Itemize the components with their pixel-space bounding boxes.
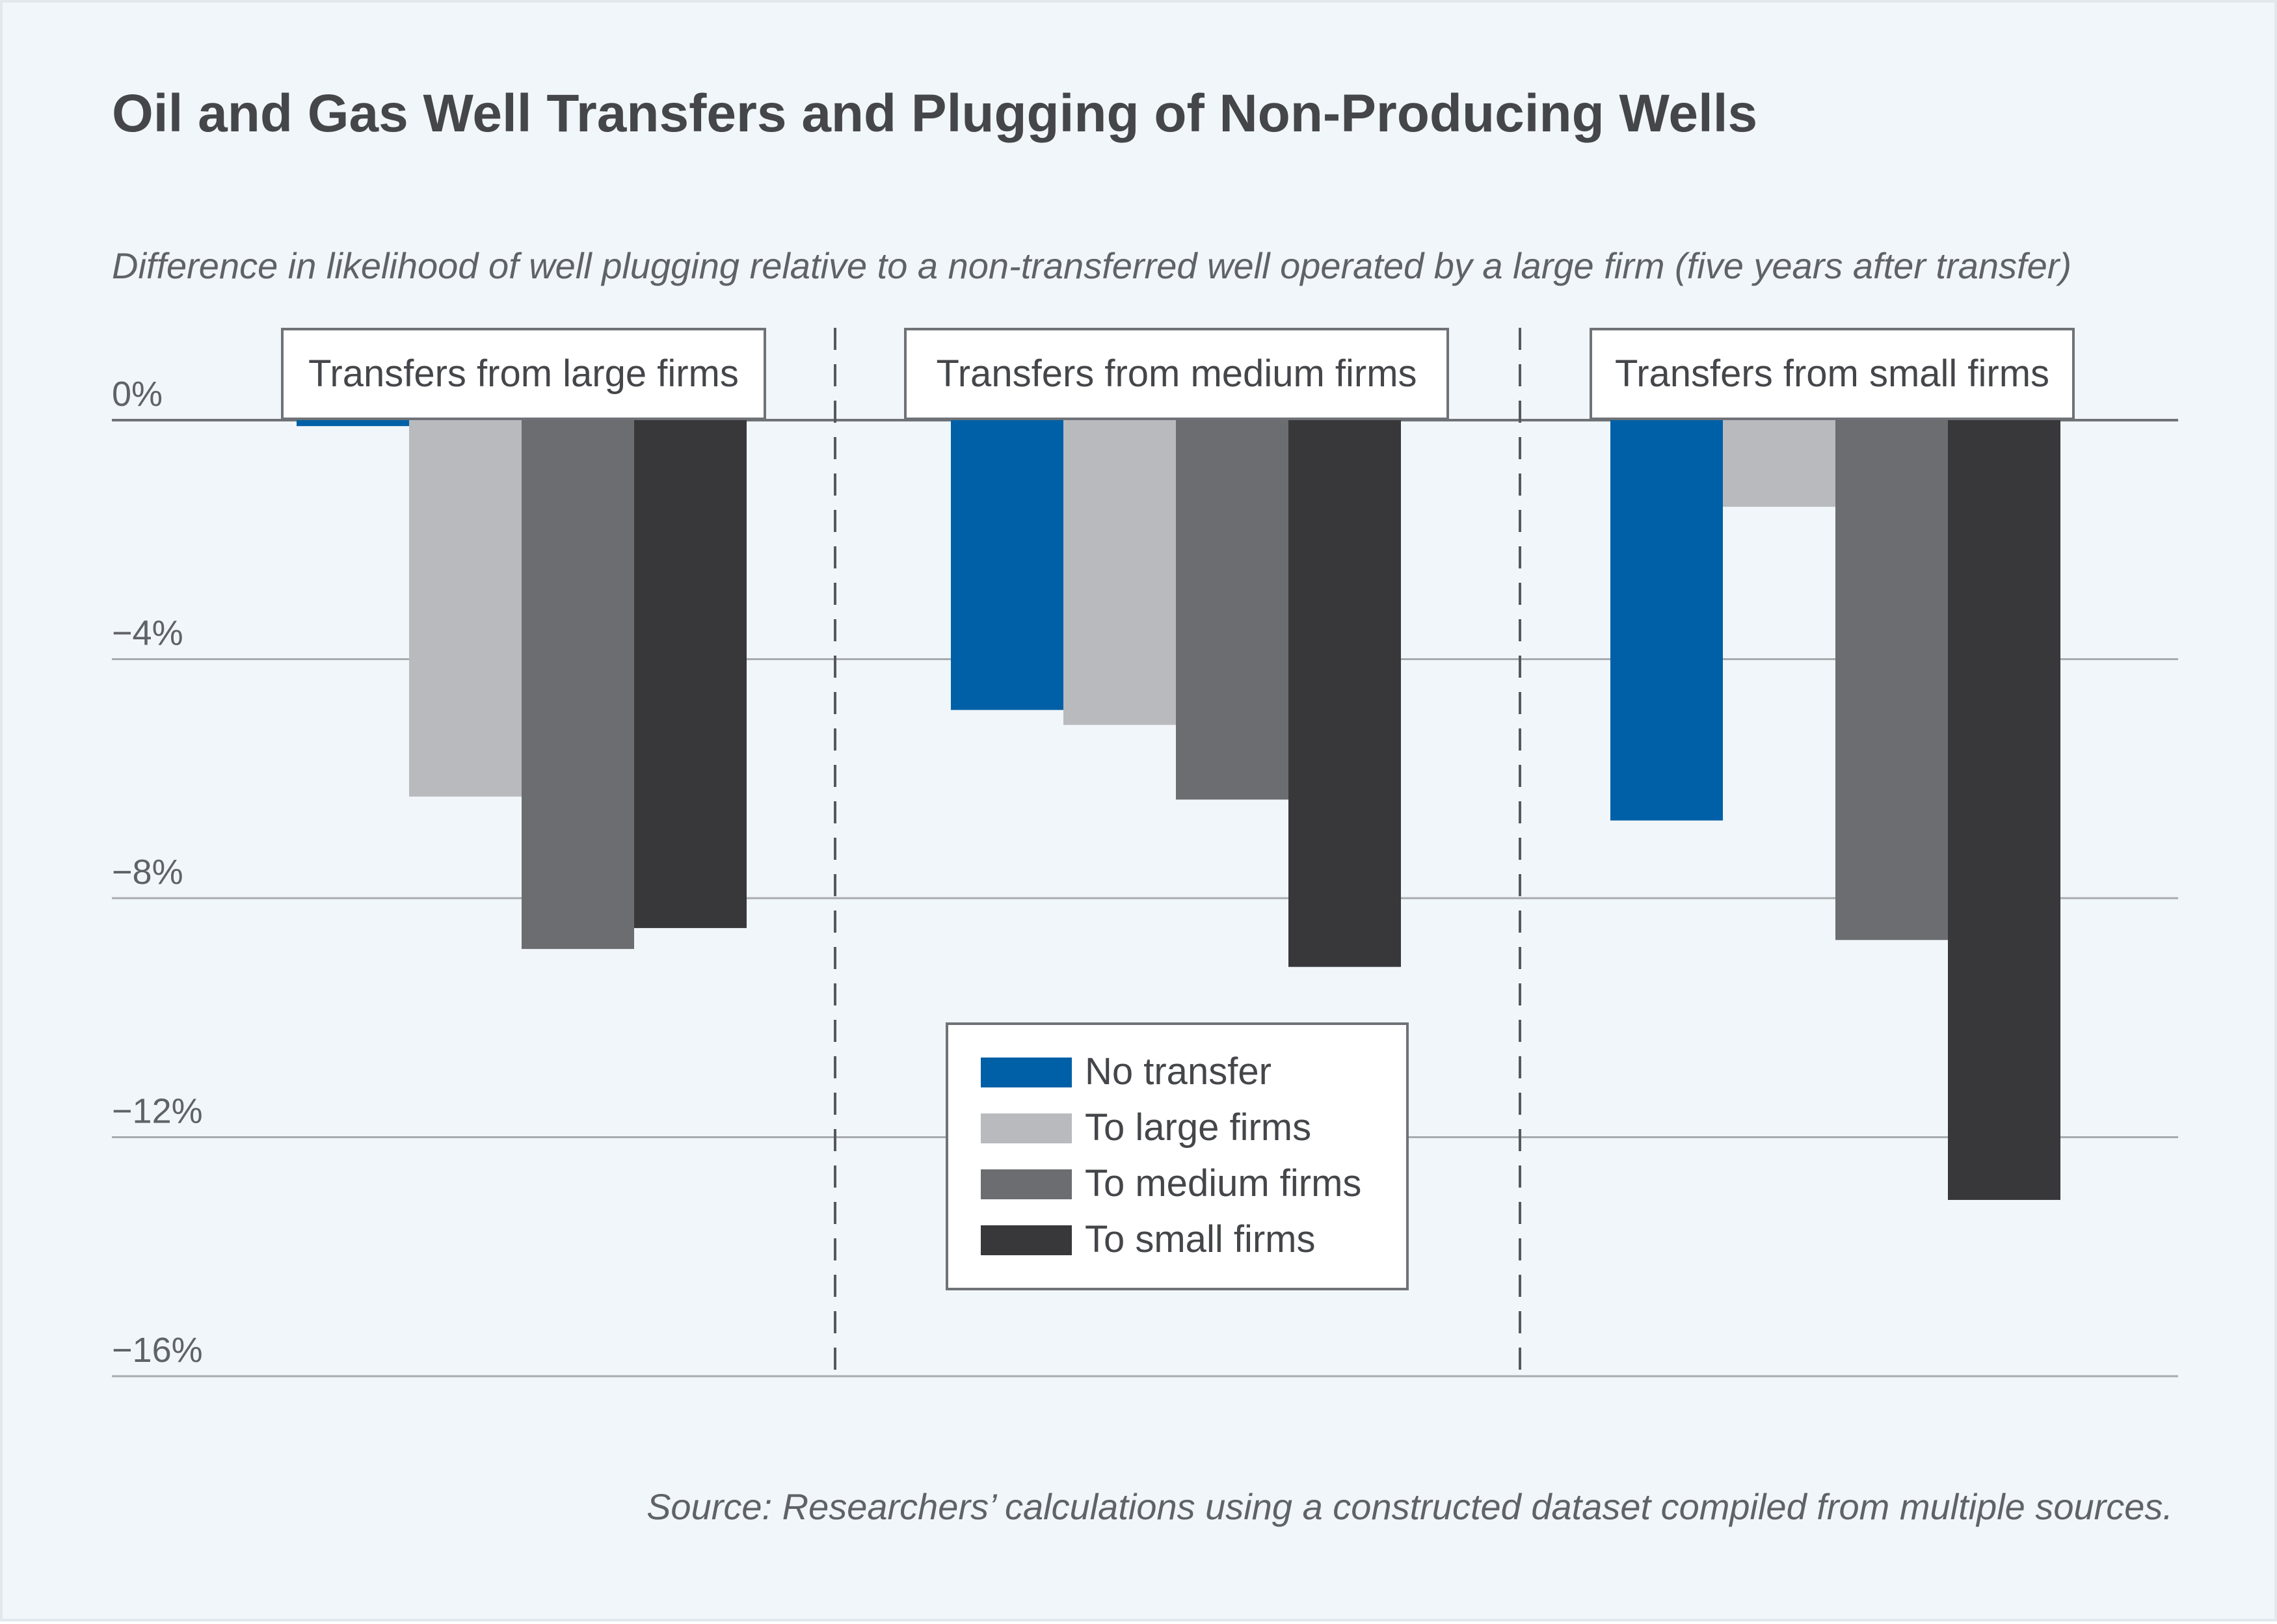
bar-to-small-firms	[1948, 420, 2060, 1200]
bar-to-large-firms	[1063, 420, 1176, 725]
legend-label: To medium firms	[1085, 1162, 1361, 1205]
y-tick-label: −12%	[112, 1092, 203, 1131]
chart-subtitle: Difference in likelihood of well pluggin…	[112, 245, 2072, 286]
panel-label-box	[904, 328, 1449, 420]
legend-label: No transfer	[1085, 1050, 1272, 1093]
bar-to-large-firms	[409, 420, 522, 797]
legend: No transfer To large firms To medium firms…	[946, 1022, 1409, 1290]
bar-no-transfer	[1610, 420, 1723, 821]
bar-no-transfer	[297, 420, 409, 427]
legend-swatch	[981, 1169, 1072, 1199]
y-tick-label: 0%	[112, 375, 163, 414]
bar-to-small-firms	[1288, 420, 1401, 967]
panels: Transfers from large firms Transfers from…	[281, 328, 2075, 420]
legend-swatch	[981, 1225, 1072, 1255]
bar-to-medium-firms	[522, 420, 634, 950]
legend-swatch	[981, 1113, 1072, 1143]
legend-label: To large firms	[1085, 1106, 1311, 1149]
bar-to-large-firms	[1723, 420, 1835, 507]
chart-title: Oil and Gas Well Transfers and Plugging …	[112, 84, 1758, 143]
panel-label: Transfers from medium firms	[936, 353, 1417, 395]
y-tick-label: −4%	[112, 614, 183, 653]
bar-no-transfer	[951, 420, 1063, 710]
legend-swatch	[981, 1058, 1072, 1087]
legend-label: To small firms	[1085, 1218, 1315, 1260]
source-note: Source: Researchers’ calculations using …	[646, 1486, 2173, 1527]
y-tick-label: −16%	[112, 1331, 203, 1370]
bar-to-small-firms	[634, 420, 747, 928]
panel-label: Transfers from small firms	[1615, 353, 2049, 395]
panel-label-box	[1590, 328, 2075, 420]
bar-chart: 0% −4% −8% −12% −16% Transfers from large fi…	[112, 328, 2178, 1378]
bars	[297, 420, 2060, 1200]
panel-label-box	[281, 328, 766, 420]
panel-label: Transfers from large firms	[308, 353, 739, 395]
bar-to-medium-firms	[1835, 420, 1948, 940]
y-axis: 0% −4% −8% −12% −16%	[112, 375, 203, 1370]
bar-to-medium-firms	[1176, 420, 1288, 800]
y-tick-label: −8%	[112, 853, 183, 892]
